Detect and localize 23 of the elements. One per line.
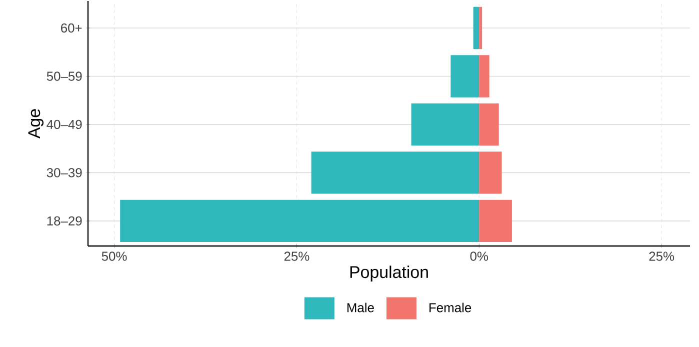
y-tick-label: 40–49 <box>46 120 82 130</box>
bar <box>311 152 480 194</box>
y-axis-title: Age <box>28 109 44 139</box>
legend-label: Male <box>347 302 374 312</box>
x-tick-label: 50% <box>102 252 127 261</box>
x-tick-label: 25% <box>649 252 674 261</box>
x-tick-label: 0% <box>470 252 488 261</box>
bar <box>120 200 480 242</box>
bar <box>450 55 480 98</box>
bar <box>479 55 490 98</box>
x-tick-label: 25% <box>284 252 310 261</box>
bar <box>479 152 502 194</box>
y-tick-label: 50–59 <box>46 72 82 81</box>
bar <box>479 103 499 146</box>
bar <box>473 6 480 50</box>
x-axis-title: Population <box>350 266 428 282</box>
y-tick-label: 18–29 <box>47 216 82 226</box>
bar <box>411 103 480 146</box>
y-tick-label: 30–39 <box>46 168 82 178</box>
bar <box>479 200 512 242</box>
bar <box>479 6 482 50</box>
legend-label: Female <box>430 302 472 312</box>
y-tick-label: 60+ <box>61 23 82 33</box>
